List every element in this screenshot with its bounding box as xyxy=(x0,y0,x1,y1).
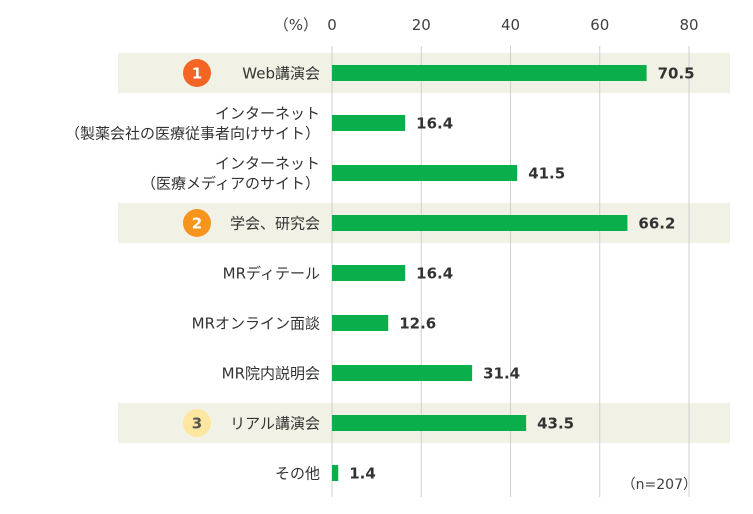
data-label: 16.4 xyxy=(416,265,453,283)
data-label: 43.5 xyxy=(537,415,574,433)
category-label: （製薬会社の医療従事者向けサイト） xyxy=(65,125,320,143)
category-label: MRディテール xyxy=(223,265,320,283)
bar xyxy=(332,165,518,181)
x-tick-label: 0 xyxy=(327,16,337,34)
data-label: 12.6 xyxy=(399,315,436,333)
category-label: MR院内説明会 xyxy=(222,365,320,383)
category-label: リアル講演会 xyxy=(230,415,320,433)
category-label: 学会、研究会 xyxy=(230,215,320,233)
unit-label: （%） xyxy=(274,16,318,34)
rank-number: 1 xyxy=(192,65,202,83)
data-label: 66.2 xyxy=(638,215,675,233)
x-tick-label: 20 xyxy=(412,16,431,34)
bar xyxy=(332,315,389,331)
category-label: インターネット xyxy=(215,155,320,173)
bar xyxy=(332,415,527,431)
category-label: インターネット xyxy=(215,105,320,123)
x-tick-label: 80 xyxy=(679,16,698,34)
x-tick-label: 40 xyxy=(501,16,520,34)
data-label: 41.5 xyxy=(528,165,565,183)
data-label: 70.5 xyxy=(658,65,695,83)
rank-badge xyxy=(183,409,211,437)
data-label: 1.4 xyxy=(349,465,376,483)
bar xyxy=(332,215,628,231)
category-label: その他 xyxy=(275,465,320,483)
data-label: 31.4 xyxy=(483,365,520,383)
bar xyxy=(332,115,406,131)
category-label: （医療メディアのサイト） xyxy=(141,175,320,193)
rank-number: 3 xyxy=(192,415,202,433)
rank-badge xyxy=(183,209,211,237)
category-label: Web講演会 xyxy=(242,65,320,83)
bar xyxy=(332,265,406,281)
bar xyxy=(332,65,647,81)
sample-size-note: （n=207） xyxy=(622,477,697,493)
rank-number: 2 xyxy=(192,215,202,233)
rank-badge xyxy=(183,59,211,87)
x-tick-label: 60 xyxy=(590,16,609,34)
data-label: 16.4 xyxy=(416,115,453,133)
bar xyxy=(332,365,473,381)
category-label: MRオンライン面談 xyxy=(192,315,320,333)
bar xyxy=(332,465,339,481)
